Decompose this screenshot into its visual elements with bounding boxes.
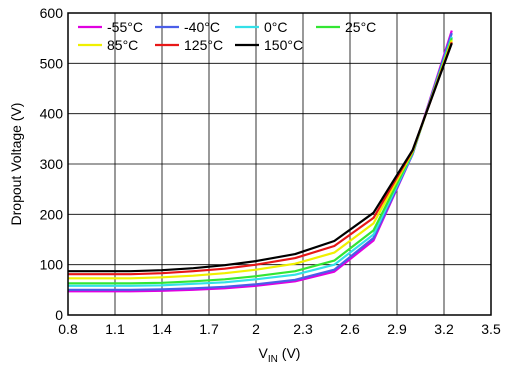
x-tick-label: 1.4 bbox=[152, 321, 172, 337]
x-axis-label-main: V bbox=[259, 345, 269, 361]
x-tick-labels: 0.8 1.1 1.4 1.7 2 2.3 2.6 2.9 3.2 3.5 bbox=[58, 321, 501, 337]
series-line-3 bbox=[68, 37, 453, 285]
series-line-4 bbox=[68, 39, 453, 280]
y-tick-label: 600 bbox=[40, 5, 64, 21]
series-lines bbox=[68, 30, 453, 293]
legend-label: 85°C bbox=[107, 37, 138, 53]
legend-label: 0°C bbox=[264, 19, 288, 35]
x-axis-label-unit: (V) bbox=[278, 345, 301, 361]
series-line-6 bbox=[68, 42, 453, 273]
legend-label: 125°C bbox=[184, 37, 223, 53]
x-tick-label: 2 bbox=[252, 321, 260, 337]
y-tick-label: 100 bbox=[40, 257, 64, 273]
y-tick-label: 500 bbox=[40, 55, 64, 71]
x-tick-label: 1.1 bbox=[105, 321, 125, 337]
plot-frame bbox=[67, 12, 492, 316]
y-tick-label: 0 bbox=[55, 307, 63, 323]
y-axis-label: Dropout Voltage (V) bbox=[8, 103, 24, 226]
legend-label: 25°C bbox=[345, 19, 376, 35]
x-axis-label: VIN (V) bbox=[259, 345, 301, 365]
y-tick-label: 400 bbox=[40, 106, 64, 122]
series-line-1 bbox=[68, 32, 453, 291]
series-line-5 bbox=[68, 41, 453, 276]
x-tick-label: 2.3 bbox=[293, 321, 313, 337]
y-tick-label: 300 bbox=[40, 156, 64, 172]
grid-lines bbox=[67, 12, 492, 316]
legend: -55°C -40°C 0°C 25°C 85°C 125°C 150°C bbox=[78, 19, 376, 53]
series-line-0 bbox=[68, 30, 453, 293]
y-tick-labels: 0 100 200 300 400 500 600 bbox=[40, 5, 64, 323]
y-tick-label: 200 bbox=[40, 206, 64, 222]
legend-label: -55°C bbox=[107, 19, 143, 35]
x-axis-label-sub: IN bbox=[268, 354, 278, 365]
x-tick-label: 2.9 bbox=[387, 321, 407, 337]
legend-label: 150°C bbox=[264, 37, 303, 53]
x-tick-label: 3.5 bbox=[481, 321, 501, 337]
x-tick-label: 3.2 bbox=[434, 321, 454, 337]
x-tick-label: 2.6 bbox=[340, 321, 360, 337]
series-line-2 bbox=[68, 36, 453, 287]
legend-label: -40°C bbox=[184, 19, 220, 35]
x-tick-label: 1.7 bbox=[199, 321, 219, 337]
x-tick-label: 0.8 bbox=[58, 321, 78, 337]
